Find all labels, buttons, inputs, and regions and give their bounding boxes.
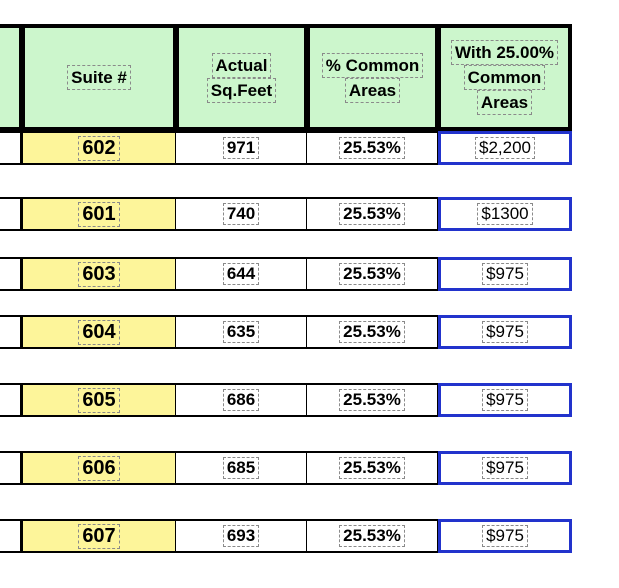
row-suite-value: 605	[78, 387, 120, 413]
row-sqft-value: 740	[222, 203, 260, 225]
row-rent-value: $975	[482, 457, 528, 479]
row-cell-left-cell	[0, 131, 22, 165]
row-common-value: 25.53%	[339, 263, 405, 285]
row-rent-value: $1300	[477, 203, 533, 225]
row-common-cell: 25.53%	[307, 519, 438, 553]
row-sqft-cell: 686	[176, 383, 307, 417]
row-sqft-cell: 644	[176, 257, 307, 291]
row-cell-left-cell	[0, 197, 22, 231]
header-suite-label: Suite #	[67, 65, 131, 90]
row-suite-value: 607	[78, 523, 120, 549]
header-common-line1: % Common	[321, 52, 424, 78]
row-sqft-cell: 685	[176, 451, 307, 485]
row-rent-cell: $975	[438, 383, 572, 417]
row-suite-value: 604	[78, 319, 120, 345]
header-sqft-line1: Actual	[211, 52, 272, 78]
header-sqft: Actual Sq.Feet	[176, 24, 307, 131]
row-suite-cell: 602	[22, 131, 176, 165]
row-common-value: 25.53%	[339, 203, 405, 225]
row-rent-value: $975	[482, 525, 528, 547]
header-rent-line1: With 25.00%	[450, 40, 559, 65]
header-cell-left	[0, 24, 22, 131]
row-rent-value: $2,200	[475, 137, 535, 159]
row-cell-left-cell	[0, 315, 22, 349]
row-suite-value: 606	[78, 455, 120, 481]
row-common-value: 25.53%	[339, 457, 405, 479]
row-sqft-cell: 635	[176, 315, 307, 349]
row-rent-cell: $975	[438, 315, 572, 349]
row-sqft-cell: 740	[176, 197, 307, 231]
row-common-value: 25.53%	[339, 525, 405, 547]
row-suite-cell: 606	[22, 451, 176, 485]
header-rent-line2: Common	[463, 65, 546, 90]
row-cell-left-cell	[0, 519, 22, 553]
row-cell-left-cell	[0, 257, 22, 291]
row-rent-cell: $975	[438, 519, 572, 553]
row-sqft-cell: 971	[176, 131, 307, 165]
row-sqft-value: 685	[222, 457, 260, 479]
row-sqft-cell: 693	[176, 519, 307, 553]
row-sqft-value: 693	[222, 525, 260, 547]
header-common-line2: Areas	[344, 77, 401, 103]
row-suite-cell: 607	[22, 519, 176, 553]
header-common: % Common Areas	[307, 24, 438, 131]
header-sqft-line2: Sq.Feet	[206, 77, 277, 103]
row-suite-cell: 604	[22, 315, 176, 349]
row-common-value: 25.53%	[339, 137, 405, 159]
row-common-value: 25.53%	[339, 321, 405, 343]
header-suite: Suite #	[22, 24, 176, 131]
row-sqft-value: 644	[222, 263, 260, 285]
row-rent-value: $975	[482, 389, 528, 411]
row-suite-value: 601	[78, 201, 120, 227]
row-suite-cell: 603	[22, 257, 176, 291]
row-common-cell: 25.53%	[307, 257, 438, 291]
row-rent-value: $975	[482, 263, 528, 285]
row-suite-cell: 601	[22, 197, 176, 231]
row-suite-cell: 605	[22, 383, 176, 417]
row-rent-cell: $975	[438, 257, 572, 291]
row-sqft-value: 971	[222, 137, 260, 159]
row-rent-value: $975	[482, 321, 528, 343]
row-common-cell: 25.53%	[307, 315, 438, 349]
row-suite-value: 603	[78, 261, 120, 287]
row-common-cell: 25.53%	[307, 451, 438, 485]
row-sqft-value: 635	[222, 321, 260, 343]
row-cell-left-cell	[0, 383, 22, 417]
row-rent-cell: $2,200	[438, 131, 572, 165]
header-rent-line3: Areas	[476, 90, 533, 115]
row-common-value: 25.53%	[339, 389, 405, 411]
row-sqft-value: 686	[222, 389, 260, 411]
row-cell-left-cell	[0, 451, 22, 485]
row-rent-cell: $975	[438, 451, 572, 485]
header-rent: With 25.00% Common Areas	[438, 24, 572, 131]
row-suite-value: 602	[78, 135, 120, 161]
row-common-cell: 25.53%	[307, 383, 438, 417]
row-common-cell: 25.53%	[307, 131, 438, 165]
row-rent-cell: $1300	[438, 197, 572, 231]
row-common-cell: 25.53%	[307, 197, 438, 231]
